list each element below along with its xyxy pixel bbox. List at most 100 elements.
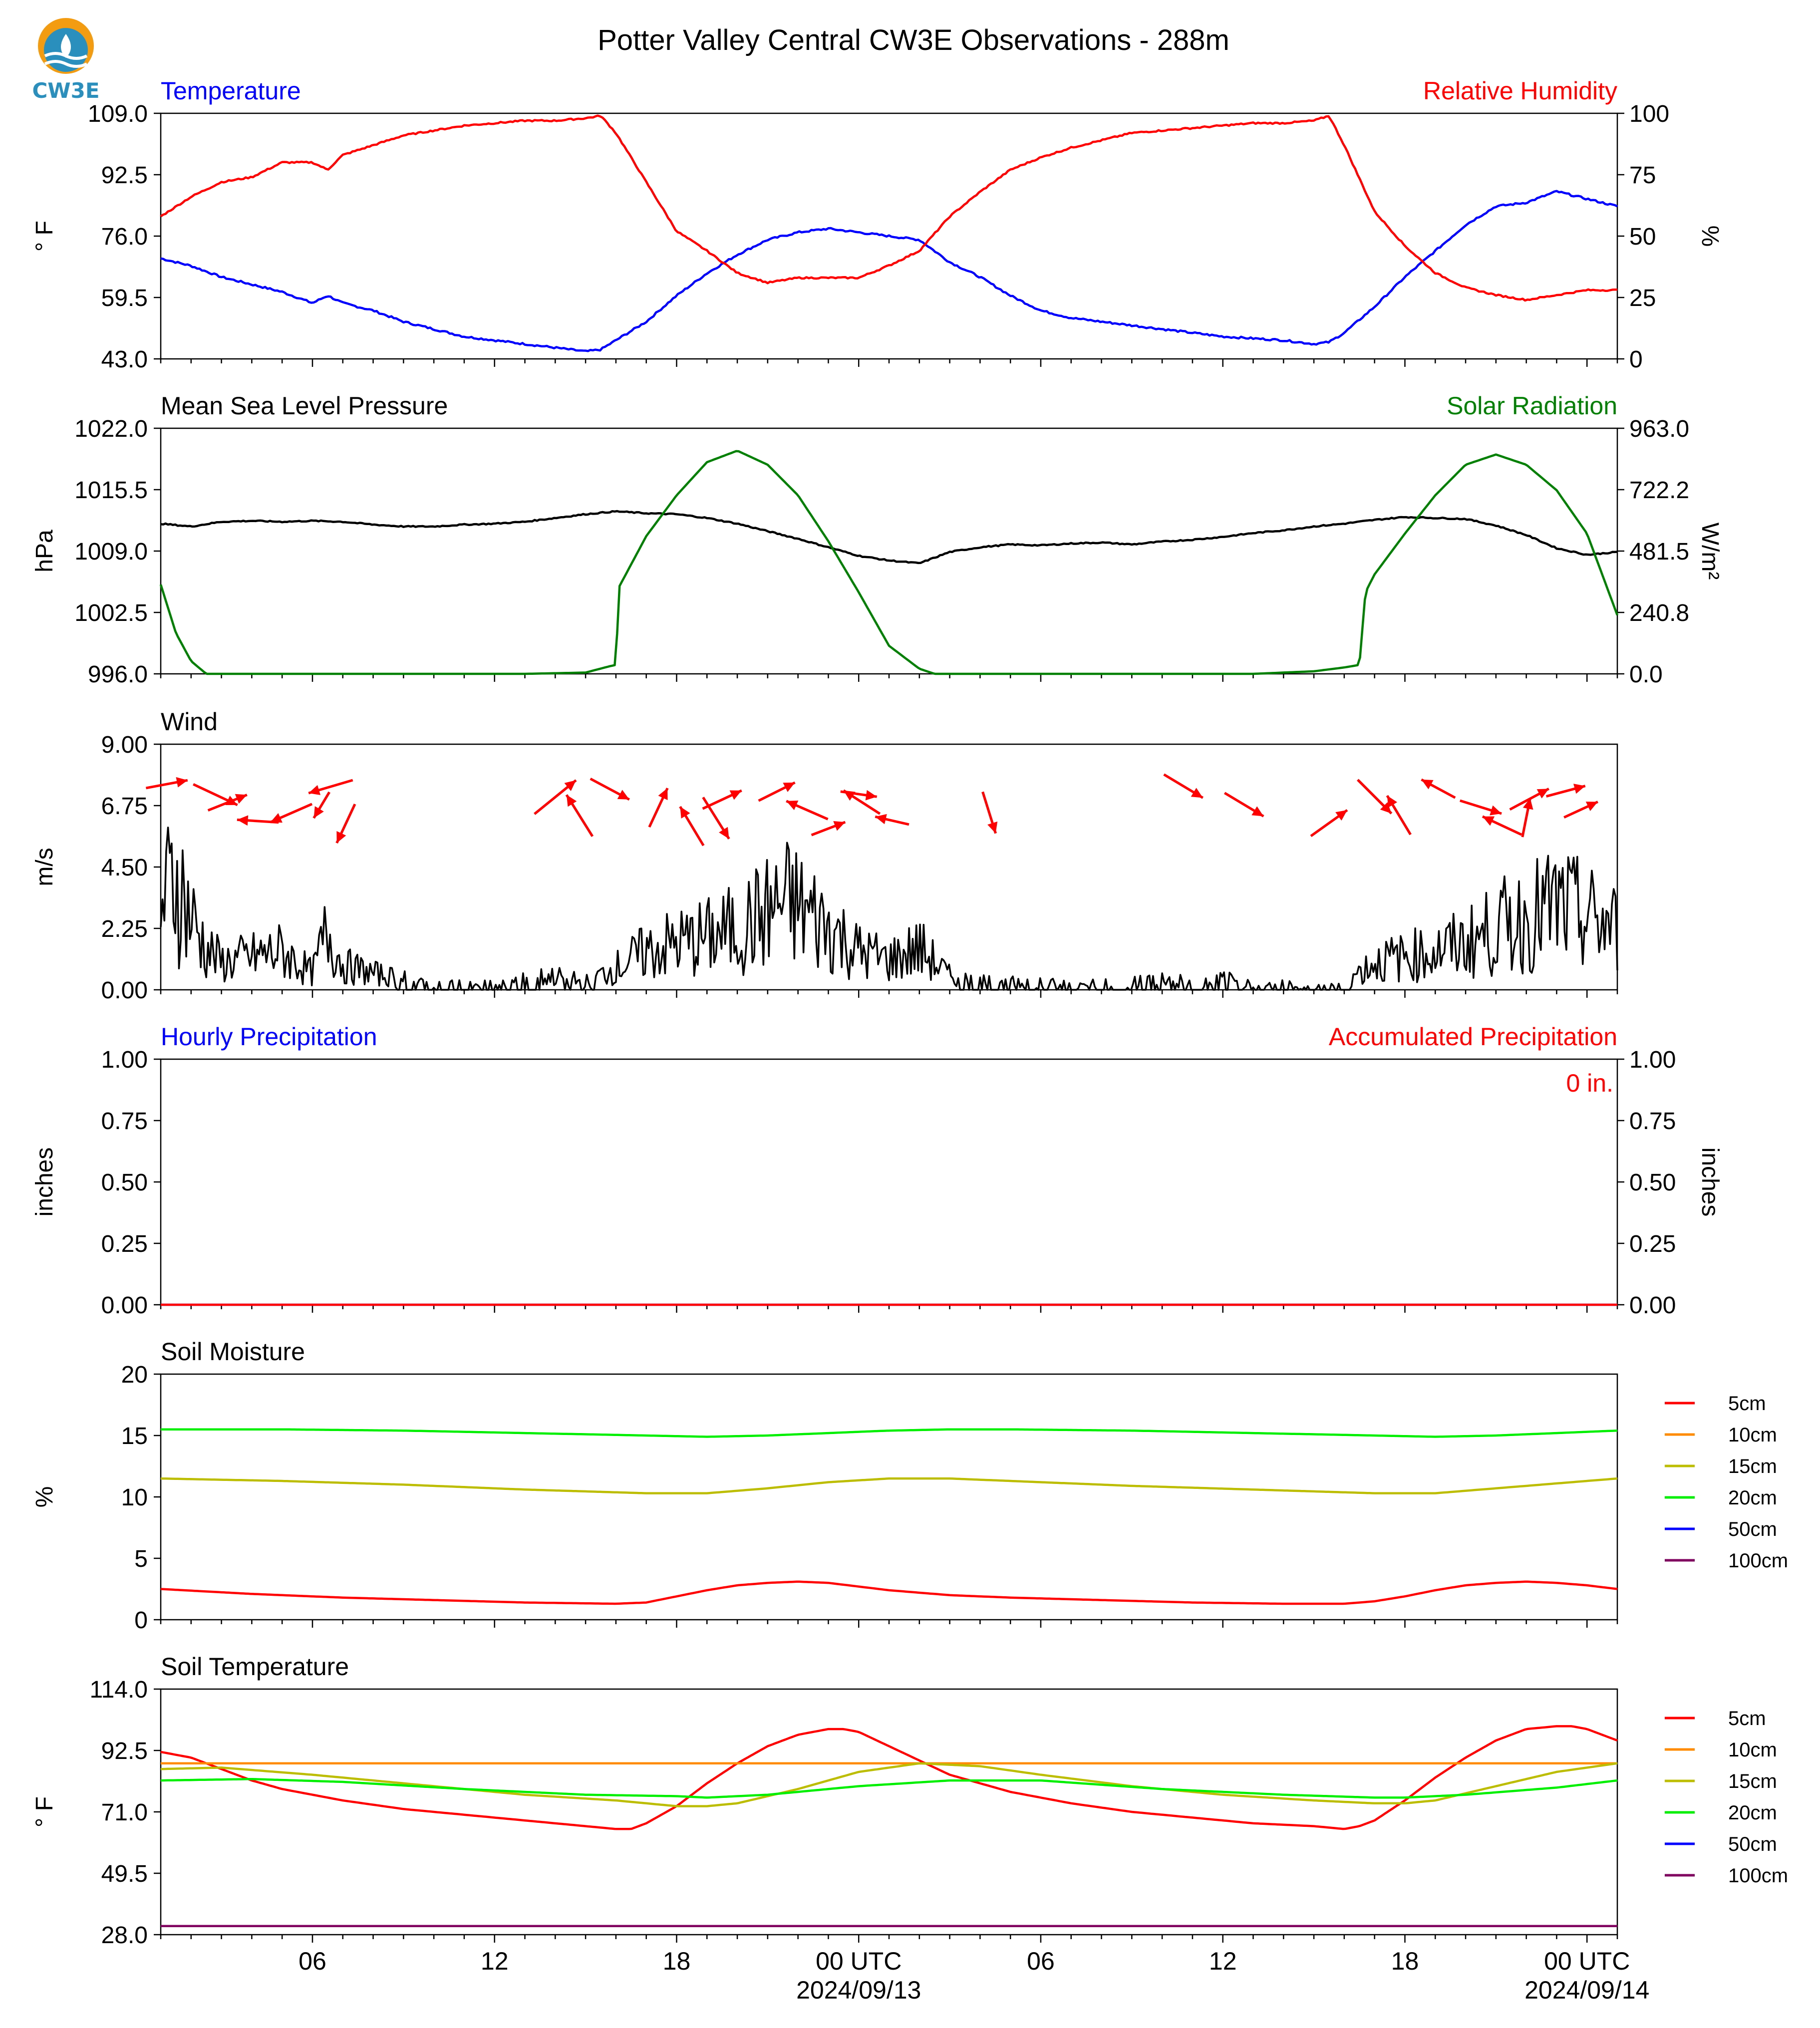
temperature-rh-panel: Temperature Relative Humidity 43.0 59.5 76.0…: [31, 77, 1723, 373]
y-tick-label: 71.0: [101, 1799, 148, 1826]
y2-tick-label: 481.5: [1629, 539, 1689, 565]
panel-left-title: Soil Temperature: [161, 1653, 349, 1681]
y-tick-label: 28.0: [101, 1922, 148, 1949]
wind-arrow-head: [1387, 796, 1397, 808]
y-tick-label: 92.5: [101, 1738, 148, 1764]
wind-arrow-head: [783, 782, 795, 792]
panel-left-title: Temperature: [161, 77, 301, 105]
wind-arrow-head: [1251, 806, 1264, 817]
panels: Temperature Relative Humidity 43.0 59.5 76.0…: [31, 77, 1788, 1949]
y2-tick-label: 0.50: [1629, 1169, 1676, 1196]
cw3e-logo: CW3E: [32, 18, 100, 103]
wind-arrow-head: [658, 788, 668, 800]
y2-tick-label: 1.00: [1629, 1047, 1676, 1073]
wind-arrow-head: [865, 790, 877, 801]
wind-speed-line: [160, 827, 1618, 991]
y2-tick-label: 25: [1629, 285, 1656, 311]
wind-arrow-head: [1585, 801, 1598, 811]
y-tick-label: 10: [121, 1484, 148, 1511]
wind-arrow-head: [270, 813, 283, 823]
legend-label: 50cm: [1728, 1833, 1777, 1855]
sm-20cm-line: [161, 1428, 1618, 1438]
st-5cm-line: [160, 1725, 1618, 1830]
y-tick-label: 9.00: [101, 732, 148, 758]
panel-left-title: Soil Moisture: [161, 1338, 305, 1366]
y2-tick-label: 50: [1629, 224, 1656, 250]
precipitation-panel: Hourly Precipitation Accumulated Precipit…: [31, 1023, 1723, 1319]
y-tick-label: 2.25: [101, 916, 148, 942]
wind-arrow-head: [987, 821, 998, 834]
y2-tick-label: 0.00: [1629, 1292, 1676, 1319]
y2-tick-label: 0.75: [1629, 1108, 1676, 1135]
y-axis-label: ° F: [31, 221, 58, 252]
x-tick-label: 00 UTC: [1544, 1947, 1630, 1975]
x-tick-label: 12: [1209, 1947, 1237, 1975]
logo-text: CW3E: [32, 78, 99, 103]
wind-arrow-head: [564, 780, 576, 791]
pressure-solar-panel: Mean Sea Level Pressure Solar Radiation 99…: [31, 392, 1723, 688]
wind-arrow-head: [225, 796, 238, 806]
sm-5cm-line: [160, 1580, 1618, 1605]
solar-radiation-line: [159, 450, 1619, 675]
wind-arrow-head: [336, 831, 346, 843]
soil-temperature-panel: Soil Temperature 28.0 49.5 71.0 92.5 114.0 ° F…: [31, 1653, 1788, 1949]
x-date-label: 2024/09/14: [1524, 1976, 1649, 2004]
y-tick-label: 1002.5: [74, 600, 148, 626]
wind-arrow-head: [875, 814, 887, 825]
y-tick-label: 0.50: [101, 1169, 148, 1196]
y-tick-label: 1.00: [101, 1047, 148, 1073]
legend-label: 20cm: [1728, 1802, 1777, 1824]
wind-arrow-head: [1191, 788, 1203, 798]
y-tick-label: 4.50: [101, 855, 148, 881]
y-axis-label: %: [31, 1486, 58, 1508]
x-tick-label: 12: [481, 1947, 509, 1975]
wind-arrow-head: [617, 790, 629, 800]
wind-arrow-head: [833, 821, 846, 831]
wind-arrow-head: [308, 785, 320, 795]
x-tick-label: 18: [663, 1947, 691, 1975]
wind-panel: Wind 0.00 2.25 4.50 6.75 9.00 m/s: [31, 708, 1618, 1004]
y2-tick-label: 240.8: [1629, 600, 1689, 626]
y-tick-label: 20: [121, 1362, 148, 1388]
y-tick-label: 0.00: [101, 1292, 148, 1319]
x-tick-label: 06: [1027, 1947, 1055, 1975]
legend-label: 15cm: [1728, 1770, 1777, 1792]
y2-axis-label: inches: [1697, 1148, 1723, 1217]
wind-arrow-head: [1536, 789, 1549, 799]
y-tick-label: 0.25: [101, 1231, 148, 1257]
y-tick-label: 0.75: [101, 1108, 148, 1135]
panel-right-title: Solar Radiation: [1447, 392, 1617, 420]
y-tick-label: 1009.0: [74, 539, 148, 565]
y-tick-label: 0.00: [101, 977, 148, 1004]
relative-humidity-line: [160, 114, 1618, 302]
y2-tick-label: 75: [1629, 162, 1656, 189]
wind-arrow-head: [786, 800, 799, 811]
y-tick-label: 1022.0: [74, 416, 148, 442]
y-tick-label: 92.5: [101, 162, 148, 189]
y-tick-label: 109.0: [88, 101, 148, 127]
wind-arrows: [146, 773, 1598, 847]
panel-left-title: Wind: [161, 708, 218, 736]
panel-right-title: Relative Humidity: [1423, 77, 1617, 105]
wind-arrow-head: [1522, 798, 1533, 810]
wind-arrow-head: [235, 794, 247, 804]
y-tick-label: 114.0: [89, 1677, 148, 1703]
x-tick-label: 06: [299, 1947, 326, 1975]
y-tick-label: 15: [121, 1423, 148, 1449]
y2-tick-label: 0: [1629, 346, 1643, 373]
legend-label: 10cm: [1728, 1424, 1777, 1446]
y-tick-label: 5: [134, 1546, 148, 1572]
y2-tick-label: 100: [1629, 101, 1669, 127]
x-tick-label: 18: [1391, 1947, 1419, 1975]
sm-15cm-line: [160, 1477, 1618, 1494]
y2-axis-label: W/m²: [1697, 523, 1723, 580]
y2-tick-label: 963.0: [1629, 416, 1689, 442]
y-tick-label: 76.0: [101, 224, 148, 250]
y-tick-label: 49.5: [101, 1861, 148, 1887]
legend-label: 20cm: [1728, 1487, 1777, 1509]
y-tick-label: 1015.5: [74, 477, 148, 504]
wind-arrow-head: [729, 790, 742, 800]
y-axis-label: inches: [31, 1148, 58, 1217]
